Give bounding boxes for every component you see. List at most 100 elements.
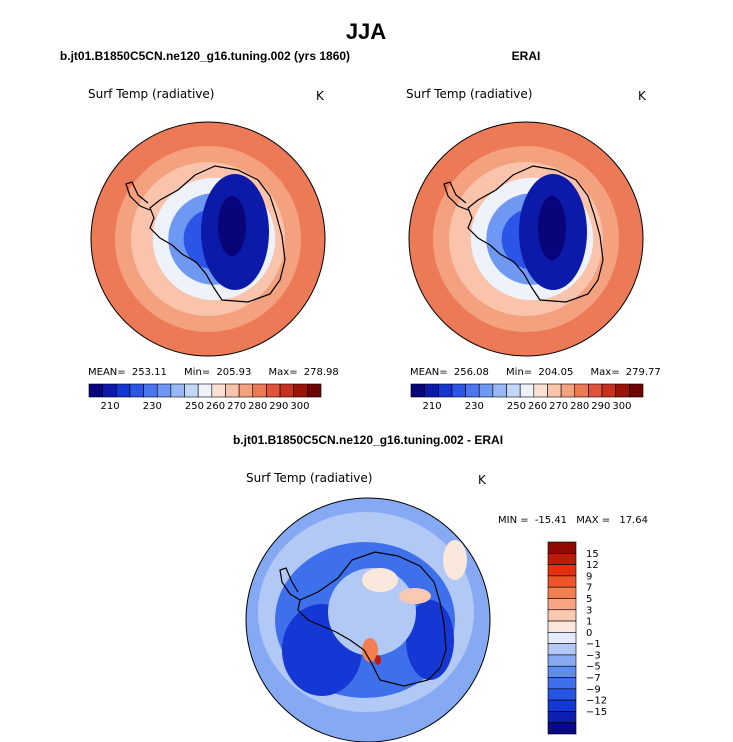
panel-reference-colorbar-box-4 bbox=[465, 383, 480, 398]
panel-reference-min-label: Min= bbox=[506, 367, 532, 378]
panel-reference-colorbar-box-0 bbox=[410, 383, 425, 398]
panel-difference-colorbar-box-7 bbox=[547, 620, 577, 633]
panel-difference-map bbox=[246, 498, 490, 742]
panel-reference: ERAI Surf Temp (radiative) K MEAN= 256.0… bbox=[406, 49, 661, 412]
panel-reference-colorbar-box-2 bbox=[437, 383, 453, 398]
panel-difference-colorbar-tick-7: 0 bbox=[586, 628, 592, 639]
figure-title: JJA bbox=[346, 19, 386, 44]
panel-model-colorbar-box-8 bbox=[197, 383, 213, 398]
panel-model-title: b.jt01.B1850C5CN.ne120_g16.tuning.002 (y… bbox=[60, 49, 350, 63]
panel-difference-colorbar-tick-1: 12 bbox=[586, 560, 599, 571]
panel-reference-colorbar-box-3 bbox=[451, 383, 466, 398]
panel-difference-east-warm bbox=[399, 588, 431, 604]
panel-difference-colorbar-tick-3: 7 bbox=[586, 583, 592, 594]
panel-reference-units: K bbox=[638, 89, 647, 103]
panel-difference-colorbar-box-13 bbox=[547, 688, 577, 701]
panel-difference-colorbar-box-15 bbox=[547, 711, 577, 724]
panel-reference-antarctica-coastline bbox=[467, 165, 604, 303]
panel-difference-strong-cold-east bbox=[406, 600, 454, 680]
panel-model-colorbar-box-4 bbox=[143, 383, 158, 398]
panel-difference-colorbar-tick-5: 3 bbox=[586, 605, 592, 616]
panel-model-mean-value: 253.11 bbox=[132, 367, 167, 378]
panel-model-colorbar bbox=[88, 383, 322, 398]
panel-difference-max-value: 17.64 bbox=[619, 515, 648, 526]
panel-model-colorbar-box-7 bbox=[184, 383, 199, 398]
panel-model-colorbar-box-16 bbox=[307, 383, 322, 398]
panel-difference-colorbar-tick-11: −7 bbox=[586, 673, 601, 684]
panel-difference-colorbar-box-16 bbox=[547, 722, 577, 735]
panel-reference-peninsula-coastline bbox=[443, 181, 469, 211]
panel-reference-map-border bbox=[408, 121, 644, 357]
panel-reference-mean-value: 256.08 bbox=[454, 367, 489, 378]
panel-model-colorbar-box-10 bbox=[225, 383, 240, 398]
panel-difference-min-value: -15.41 bbox=[535, 515, 567, 526]
panel-model-colorbar-box-5 bbox=[156, 383, 172, 398]
panel-difference-units: K bbox=[478, 473, 487, 487]
panel-difference-variable: Surf Temp (radiative) bbox=[246, 471, 372, 485]
panel-reference-colorbar-box-7 bbox=[506, 383, 521, 398]
panel-reference-variable: Surf Temp (radiative) bbox=[406, 87, 532, 101]
panel-reference-colorbar-box-16 bbox=[629, 383, 644, 398]
panel-reference-colorbar-box-14 bbox=[601, 383, 617, 398]
panel-reference-mean-label: MEAN= bbox=[410, 367, 448, 378]
panel-difference-colorbar-tick-9: −3 bbox=[586, 650, 601, 661]
panel-model-max-value: 278.98 bbox=[304, 367, 339, 378]
panel-difference-title: b.jt01.B1850C5CN.ne120_g16.tuning.002 - … bbox=[233, 433, 503, 447]
panel-difference-colorbar-tick-2: 9 bbox=[586, 571, 592, 582]
panel-model-colorbar-box-1 bbox=[102, 383, 117, 398]
panel-model-colorbar-box-11 bbox=[238, 383, 254, 398]
panel-difference-colorbar-box-10 bbox=[547, 654, 577, 667]
panel-reference-colorbar-box-5 bbox=[478, 383, 494, 398]
panel-reference-colorbar-box-11 bbox=[560, 383, 576, 398]
panel-difference-colorbar-box-0 bbox=[547, 541, 577, 554]
panel-reference-colorbar-tick-1: 230 bbox=[465, 401, 484, 412]
panel-reference-title: ERAI bbox=[512, 49, 541, 63]
panel-model-min-label: Min= bbox=[184, 367, 210, 378]
panel-model-colorbar-box-3 bbox=[129, 383, 144, 398]
panel-difference-colorbar-box-4 bbox=[547, 586, 577, 599]
panel-model-colorbar-tick-5: 280 bbox=[248, 401, 267, 412]
panel-model-colorbar-box-2 bbox=[115, 383, 131, 398]
panel-model-colorbar-tick-4: 270 bbox=[227, 401, 246, 412]
panel-model-colorbar-box-15 bbox=[293, 383, 308, 398]
panel-model-colorbar-box-9 bbox=[211, 383, 226, 398]
panel-difference-colorbar-tick-4: 5 bbox=[586, 594, 592, 605]
panel-reference-colorbar-box-10 bbox=[547, 383, 562, 398]
panel-reference-colorbar-box-15 bbox=[615, 383, 630, 398]
panel-difference-ross-warm bbox=[362, 638, 378, 662]
panel-difference-colorbar-box-1 bbox=[547, 552, 577, 565]
panel-reference-colorbar-tick-2: 250 bbox=[507, 401, 526, 412]
panel-reference-colorbar-tick-4: 270 bbox=[549, 401, 568, 412]
panel-difference-colorbar-tick-6: 1 bbox=[586, 617, 592, 628]
panel-difference-colorbar-tick-0: 15 bbox=[586, 549, 599, 560]
panel-difference-colorbar-tick-14: −15 bbox=[586, 707, 607, 718]
panel-reference-polar-minimum bbox=[538, 196, 566, 260]
panel-difference-colorbar-box-8 bbox=[547, 632, 577, 644]
panel-reference-colorbar-tick-3: 260 bbox=[528, 401, 547, 412]
panel-difference-peninsula-coastline bbox=[279, 567, 301, 601]
panel-model-units: K bbox=[316, 89, 325, 103]
panel-model-colorbar-tick-6: 290 bbox=[269, 401, 288, 412]
panel-difference-stats: MIN = -15.41 MAX = 17.64 bbox=[498, 515, 648, 526]
panel-reference-colorbar-ticks: 210 230 250 260 270 280 290 300 bbox=[423, 401, 632, 412]
panel-difference-min-label: MIN = bbox=[498, 515, 529, 526]
panel-model: b.jt01.B1850C5CN.ne120_g16.tuning.002 (y… bbox=[60, 49, 350, 412]
panel-difference-colorbar-tick-8: −1 bbox=[586, 639, 601, 650]
panel-model-variable: Surf Temp (radiative) bbox=[88, 87, 214, 101]
panel-model-colorbar-box-14 bbox=[279, 383, 295, 398]
panel-difference-colorbar-box-6 bbox=[547, 609, 577, 622]
panel-reference-colorbar-box-13 bbox=[588, 383, 603, 398]
panel-difference: b.jt01.B1850C5CN.ne120_g16.tuning.002 - … bbox=[233, 433, 648, 742]
panel-difference-max-label: MAX = bbox=[576, 515, 610, 526]
panel-model-colorbar-tick-3: 260 bbox=[206, 401, 225, 412]
panel-reference-colorbar-tick-5: 280 bbox=[570, 401, 589, 412]
panel-difference-colorbar-box-14 bbox=[547, 699, 577, 712]
panel-model-colorbar-box-6 bbox=[170, 383, 185, 398]
panel-difference-ross-hotspot bbox=[375, 655, 381, 665]
panel-model-colorbar-box-12 bbox=[252, 383, 267, 398]
panel-reference-max-value: 279.77 bbox=[626, 367, 661, 378]
panel-reference-colorbar-box-12 bbox=[574, 383, 589, 398]
panel-model-mean-label: MEAN= bbox=[88, 367, 126, 378]
panel-reference-colorbar-tick-7: 300 bbox=[612, 401, 631, 412]
panel-model-colorbar-tick-1: 230 bbox=[143, 401, 162, 412]
